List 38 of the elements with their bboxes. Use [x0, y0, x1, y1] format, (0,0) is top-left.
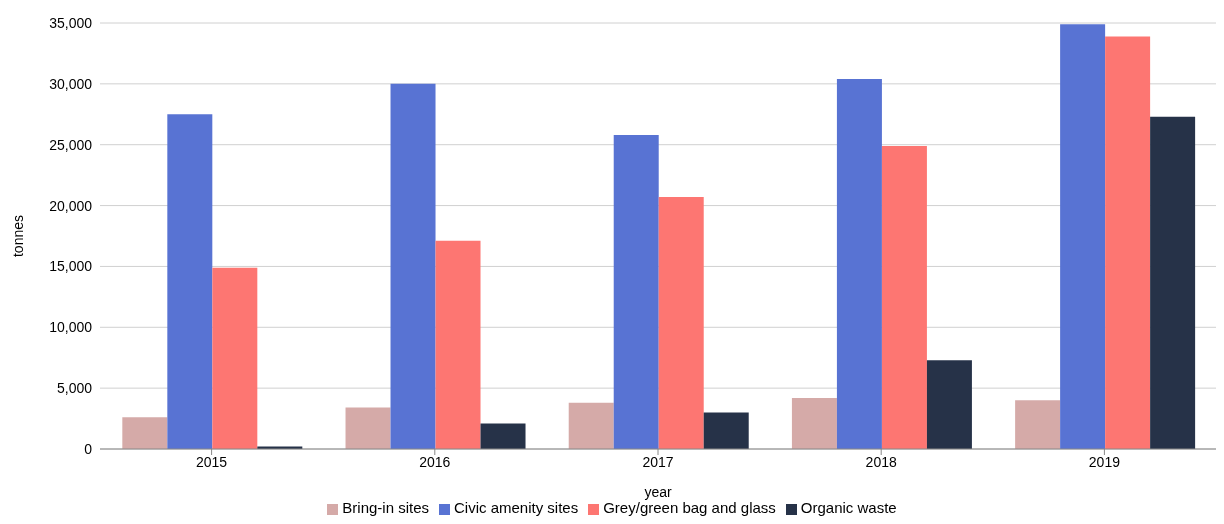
- legend-label: Bring-in sites: [342, 499, 429, 516]
- bar: [613, 134, 659, 449]
- bar: [568, 402, 614, 449]
- x-tick-label: 2017: [642, 453, 674, 470]
- x-axis-title: year: [644, 484, 672, 500]
- x-tick-label: 2018: [865, 453, 897, 470]
- bar: [881, 145, 927, 449]
- x-tick-label: 2015: [196, 453, 228, 470]
- y-tick-label: 30,000: [49, 75, 93, 92]
- bar: [167, 114, 213, 449]
- bar: [480, 423, 526, 449]
- bar: [926, 360, 972, 449]
- y-tick-label: 25,000: [49, 136, 93, 153]
- x-tick-label: 2019: [1088, 453, 1121, 470]
- bar: [1060, 24, 1106, 449]
- y-tick-label: 15,000: [49, 258, 93, 275]
- bar: [791, 397, 837, 449]
- bar: [345, 407, 391, 449]
- legend-label: Grey/green bag and glass: [603, 499, 776, 516]
- bar: [122, 417, 168, 449]
- x-tick-label: 2016: [419, 453, 451, 470]
- bar: [703, 412, 749, 449]
- bar: [435, 240, 481, 449]
- bar: [1150, 116, 1196, 449]
- legend-label: Civic amenity sites: [454, 499, 579, 516]
- bar: [658, 197, 704, 449]
- bar: [1015, 400, 1061, 449]
- bar: [390, 83, 436, 449]
- bar: [212, 267, 258, 449]
- bar: [1105, 36, 1151, 449]
- y-axis-title: tonnes: [9, 214, 26, 258]
- bar: [836, 78, 882, 449]
- legend-label: Organic waste: [800, 499, 897, 516]
- y-tick-label: 20,000: [49, 197, 93, 214]
- y-tick-label: 0: [84, 440, 93, 457]
- y-tick-label: 5,000: [56, 380, 93, 397]
- y-tick-label: 35,000: [49, 14, 93, 31]
- y-tick-label: 10,000: [49, 319, 93, 336]
